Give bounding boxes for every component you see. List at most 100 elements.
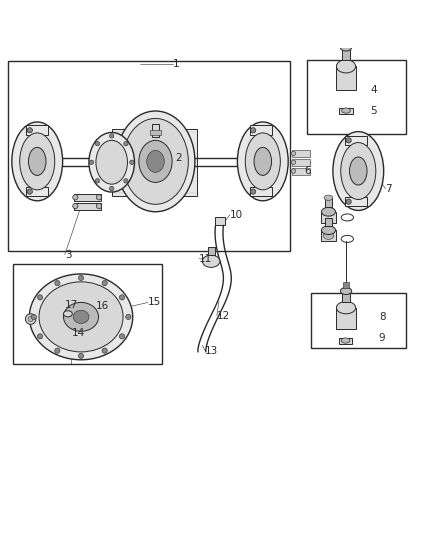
Bar <box>336 66 356 91</box>
Ellipse shape <box>202 255 220 268</box>
Text: 3: 3 <box>65 249 71 260</box>
Circle shape <box>27 189 32 194</box>
Text: 4: 4 <box>370 85 377 94</box>
Ellipse shape <box>321 226 336 235</box>
Ellipse shape <box>28 147 46 175</box>
Bar <box>8 61 290 251</box>
Circle shape <box>37 334 42 339</box>
Circle shape <box>73 204 78 209</box>
Circle shape <box>73 195 78 200</box>
Circle shape <box>110 187 114 191</box>
Bar <box>311 293 406 348</box>
Circle shape <box>346 199 351 204</box>
Text: 14: 14 <box>71 328 85 338</box>
Ellipse shape <box>73 310 89 324</box>
Ellipse shape <box>341 338 350 343</box>
Ellipse shape <box>29 274 133 360</box>
Bar <box>292 167 310 174</box>
Circle shape <box>78 353 84 359</box>
Ellipse shape <box>64 311 72 317</box>
Bar <box>343 282 349 287</box>
Bar <box>150 130 161 135</box>
Circle shape <box>95 179 99 183</box>
Circle shape <box>120 295 125 300</box>
Ellipse shape <box>336 302 356 314</box>
Ellipse shape <box>89 133 134 192</box>
Circle shape <box>130 160 134 165</box>
Ellipse shape <box>321 207 336 216</box>
Ellipse shape <box>147 150 164 172</box>
Ellipse shape <box>333 132 384 211</box>
Bar <box>13 264 162 364</box>
Bar <box>336 308 356 329</box>
Ellipse shape <box>350 157 367 185</box>
Ellipse shape <box>342 108 350 113</box>
Ellipse shape <box>323 232 334 239</box>
Circle shape <box>96 195 102 200</box>
Text: 11: 11 <box>199 254 212 264</box>
Text: 6: 6 <box>304 166 311 176</box>
Bar <box>250 187 272 197</box>
Text: 16: 16 <box>95 301 109 311</box>
Bar <box>292 150 310 157</box>
Circle shape <box>27 128 32 133</box>
Circle shape <box>110 134 114 138</box>
Bar <box>343 37 349 44</box>
Circle shape <box>291 169 296 173</box>
Circle shape <box>25 314 36 324</box>
Bar <box>339 338 352 344</box>
Circle shape <box>31 314 36 319</box>
Text: 9: 9 <box>379 333 385 343</box>
Text: 13: 13 <box>205 345 218 356</box>
Bar <box>307 60 406 134</box>
Circle shape <box>124 141 128 146</box>
Circle shape <box>126 314 131 319</box>
Text: 7: 7 <box>385 183 392 193</box>
Ellipse shape <box>123 118 188 204</box>
Text: 8: 8 <box>379 312 385 322</box>
Bar <box>152 124 159 138</box>
Bar <box>208 247 215 255</box>
Bar <box>325 218 332 226</box>
Circle shape <box>291 151 296 156</box>
Circle shape <box>120 334 125 339</box>
Text: 15: 15 <box>148 297 161 308</box>
Ellipse shape <box>336 60 356 73</box>
Bar <box>342 47 350 60</box>
Bar <box>112 128 197 197</box>
Ellipse shape <box>96 140 127 184</box>
Circle shape <box>28 317 33 322</box>
Ellipse shape <box>237 122 288 201</box>
Circle shape <box>346 138 351 143</box>
Bar <box>342 291 350 302</box>
Bar <box>292 159 310 166</box>
Ellipse shape <box>12 122 63 201</box>
Text: 10: 10 <box>230 210 243 220</box>
Bar <box>74 194 101 201</box>
Circle shape <box>291 160 296 165</box>
Ellipse shape <box>20 133 55 190</box>
Ellipse shape <box>340 44 352 51</box>
Bar <box>321 230 336 241</box>
Ellipse shape <box>39 282 123 352</box>
Bar <box>325 198 332 207</box>
Circle shape <box>78 275 84 280</box>
Circle shape <box>37 295 42 300</box>
Bar <box>339 108 353 114</box>
Ellipse shape <box>64 302 99 332</box>
Ellipse shape <box>116 111 195 212</box>
Circle shape <box>251 189 256 194</box>
Circle shape <box>89 160 94 165</box>
Circle shape <box>124 179 128 183</box>
Circle shape <box>95 141 99 146</box>
Bar <box>345 197 367 206</box>
Circle shape <box>55 348 60 353</box>
Ellipse shape <box>245 133 280 190</box>
Bar <box>215 217 225 225</box>
Text: 1: 1 <box>173 59 180 69</box>
Circle shape <box>102 348 107 353</box>
Text: 12: 12 <box>217 311 230 320</box>
Bar <box>321 212 336 223</box>
Text: 2: 2 <box>175 153 182 163</box>
Ellipse shape <box>254 147 272 175</box>
